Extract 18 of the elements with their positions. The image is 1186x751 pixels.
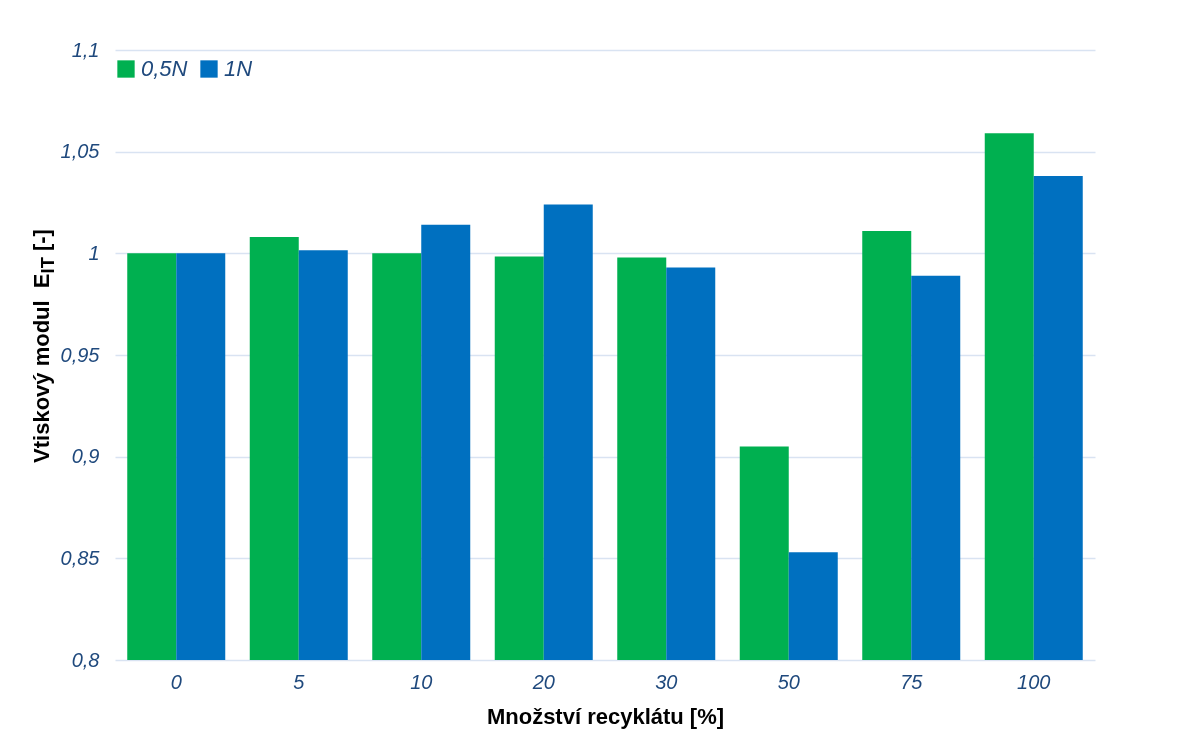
x-tick-label: 75 (900, 670, 924, 693)
y-tick-label: 0,8 (71, 648, 100, 671)
x-tick-label: 30 (655, 670, 678, 693)
x-tick-label: 5 (293, 670, 306, 693)
x-tick-label: 100 (1017, 670, 1051, 693)
x-axis-title: Množství recyklátu [%] (486, 703, 725, 729)
x-tick-label: 0 (170, 670, 182, 693)
y-tick-label: 0,95 (60, 343, 101, 366)
x-tick-label: 10 (410, 670, 433, 693)
y-tick-label: 1,05 (60, 140, 101, 163)
legend-label: 0,5N (141, 56, 188, 81)
y-tick-label: 0,85 (60, 546, 101, 569)
y-tick-label: 1,1 (71, 38, 100, 61)
x-tick-label: 50 (777, 670, 800, 693)
y-tick-label: 0,9 (71, 445, 100, 468)
legend-label: 1N (224, 56, 253, 81)
y-tick-label: 1 (88, 241, 100, 264)
x-tick-label: 20 (531, 670, 555, 693)
